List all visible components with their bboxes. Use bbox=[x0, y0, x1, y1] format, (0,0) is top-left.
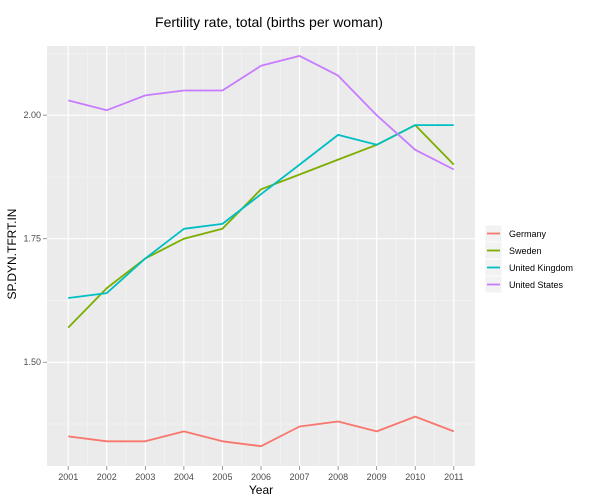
y-axis-ticks: 1.50 1.75 2.00 bbox=[23, 110, 47, 367]
grid-major bbox=[47, 46, 475, 466]
x-tick-label: 2008 bbox=[328, 472, 348, 482]
series-line-united-kingdom bbox=[68, 124, 454, 299]
x-tick-label: 2009 bbox=[367, 472, 387, 482]
x-tick-label: 2002 bbox=[97, 472, 117, 482]
series-lines bbox=[67, 55, 455, 448]
y-tick-label: 2.00 bbox=[23, 110, 41, 120]
legend: Germany Sweden United Kingdom United States bbox=[484, 224, 573, 294]
series-line-united-states bbox=[67, 55, 455, 171]
x-tick-label: 2010 bbox=[405, 472, 425, 482]
x-tick-label: 2007 bbox=[290, 472, 310, 482]
chart-title: Fertility rate, total (births per woman) bbox=[155, 14, 383, 30]
legend-label: United Kingdom bbox=[509, 263, 573, 273]
y-tick-label: 1.50 bbox=[23, 357, 41, 367]
legend-label: Sweden bbox=[509, 246, 542, 256]
legend-label: United States bbox=[509, 280, 564, 290]
legend-label: Germany bbox=[509, 229, 547, 239]
x-tick-label: 2011 bbox=[444, 472, 463, 482]
y-axis-title: SP.DYN.TFRT.IN bbox=[5, 209, 19, 300]
x-tick-label: 2001 bbox=[58, 472, 78, 482]
x-axis-title: Year bbox=[249, 483, 273, 497]
x-axis-ticks: 2001 2002 2003 2004 2005 2006 2007 2008 2009 2010… bbox=[58, 466, 463, 482]
x-tick-label: 2006 bbox=[251, 472, 271, 482]
x-tick-label: 2004 bbox=[174, 472, 194, 482]
y-tick-label: 1.75 bbox=[23, 234, 41, 244]
series-line-germany bbox=[68, 415, 455, 448]
x-tick-label: 2005 bbox=[212, 472, 232, 482]
x-tick-label: 2003 bbox=[135, 472, 155, 482]
